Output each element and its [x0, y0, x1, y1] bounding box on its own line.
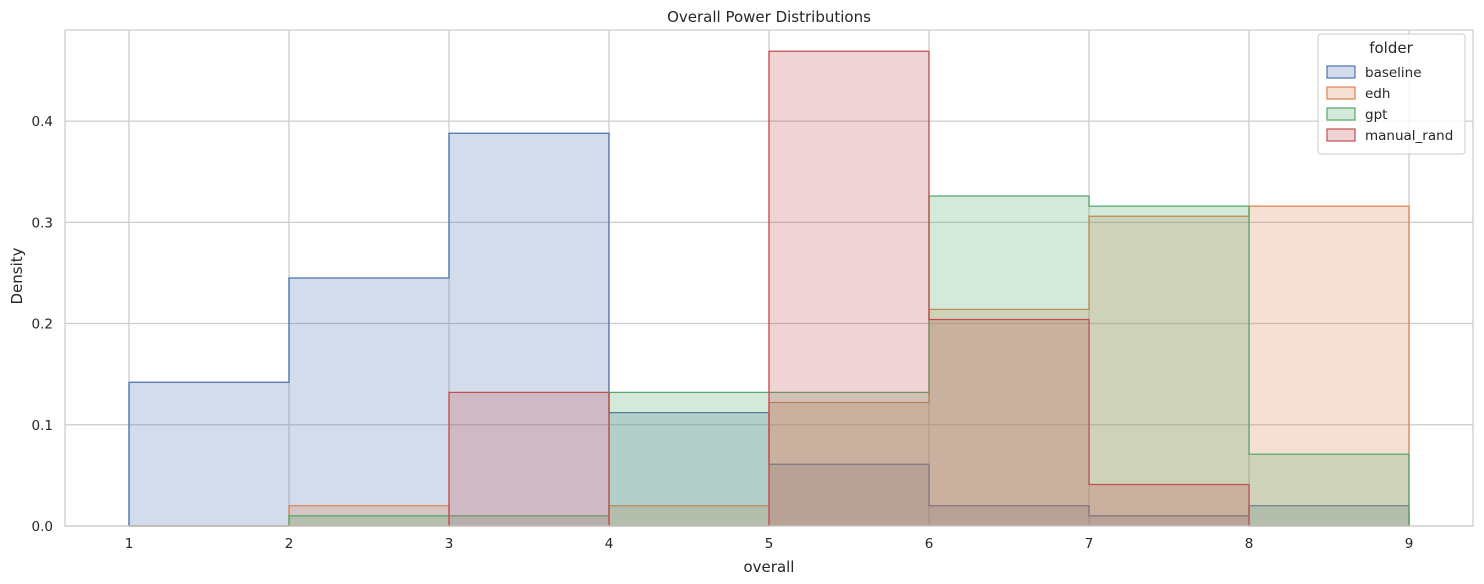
histogram-bin [609, 412, 769, 526]
series-gpt [129, 195, 1410, 527]
x-tick-label: 1 [125, 536, 134, 552]
legend-frame [1317, 33, 1466, 155]
histogram-bin [1249, 505, 1409, 526]
histogram-bin [449, 392, 609, 526]
histogram-bin [769, 402, 929, 526]
histogram-bin [129, 382, 289, 526]
x-tick-label: 5 [765, 536, 774, 552]
y-tick-label: 0.1 [32, 418, 53, 434]
legend-label: edh [1365, 86, 1390, 102]
x-axis-label: overall [744, 558, 795, 576]
histogram-bin [1089, 484, 1249, 526]
histogram-bin [609, 505, 769, 526]
histogram-bin [929, 309, 1089, 526]
x-tick-label: 4 [605, 536, 614, 552]
chart-title: Overall Power Distributions [667, 8, 871, 26]
histogram-bin [1089, 206, 1249, 526]
histogram-bin [289, 278, 449, 526]
x-tick-label: 3 [445, 536, 454, 552]
series-step-outline [129, 195, 1410, 527]
histogram-layer [128, 50, 1410, 527]
y-tick-label: 0.4 [32, 114, 53, 130]
series-baseline [128, 132, 1410, 527]
histogram-bin [929, 319, 1089, 526]
histogram-bin [1089, 515, 1249, 526]
x-tick-label: 8 [1245, 536, 1254, 552]
y-tick-label: 0.2 [32, 317, 53, 333]
x-tick-label: 7 [1085, 536, 1094, 552]
legend-swatch [1326, 86, 1356, 100]
legend-swatch [1326, 107, 1356, 121]
histogram-bin [929, 196, 1089, 526]
legend-label: manual_rand [1365, 128, 1453, 144]
y-tick-label: 0.3 [32, 215, 53, 231]
histogram-bin [449, 133, 609, 527]
histogram-bin [1249, 454, 1409, 526]
series-manual_rand [129, 50, 1409, 527]
legend-label: gpt [1365, 107, 1387, 123]
ticks-layer: 1 2 3 4 5 6 7 8 9 0.0 0.1 0.2 0.3 0.4 [32, 114, 1414, 552]
legend-swatch [1326, 65, 1356, 79]
legend: folder baseline edh gpt manual_rand [1317, 33, 1466, 155]
histogram-bin [769, 464, 929, 526]
series-step-outline [129, 50, 1409, 527]
histogram-bin [609, 392, 769, 526]
histogram-bin [289, 515, 449, 526]
y-tick-label: 0.0 [32, 519, 53, 535]
series-edh [129, 205, 1410, 527]
histogram-bin [929, 505, 1089, 526]
x-tick-label: 6 [925, 536, 934, 552]
legend-items: baseline edh gpt manual_rand [1326, 65, 1453, 144]
plot-frame [64, 29, 1474, 527]
legend-title: folder [1369, 39, 1413, 57]
x-tick-label: 9 [1405, 536, 1414, 552]
legend-label: baseline [1365, 65, 1422, 81]
histogram-bin [769, 51, 929, 526]
legend-swatch [1326, 128, 1356, 142]
y-axis-label: Density [8, 247, 26, 304]
histogram-bin [449, 515, 609, 526]
histogram-bin [1089, 216, 1249, 527]
x-tick-label: 2 [285, 536, 294, 552]
histogram-bin [1249, 206, 1409, 526]
histogram-bin [769, 392, 929, 526]
